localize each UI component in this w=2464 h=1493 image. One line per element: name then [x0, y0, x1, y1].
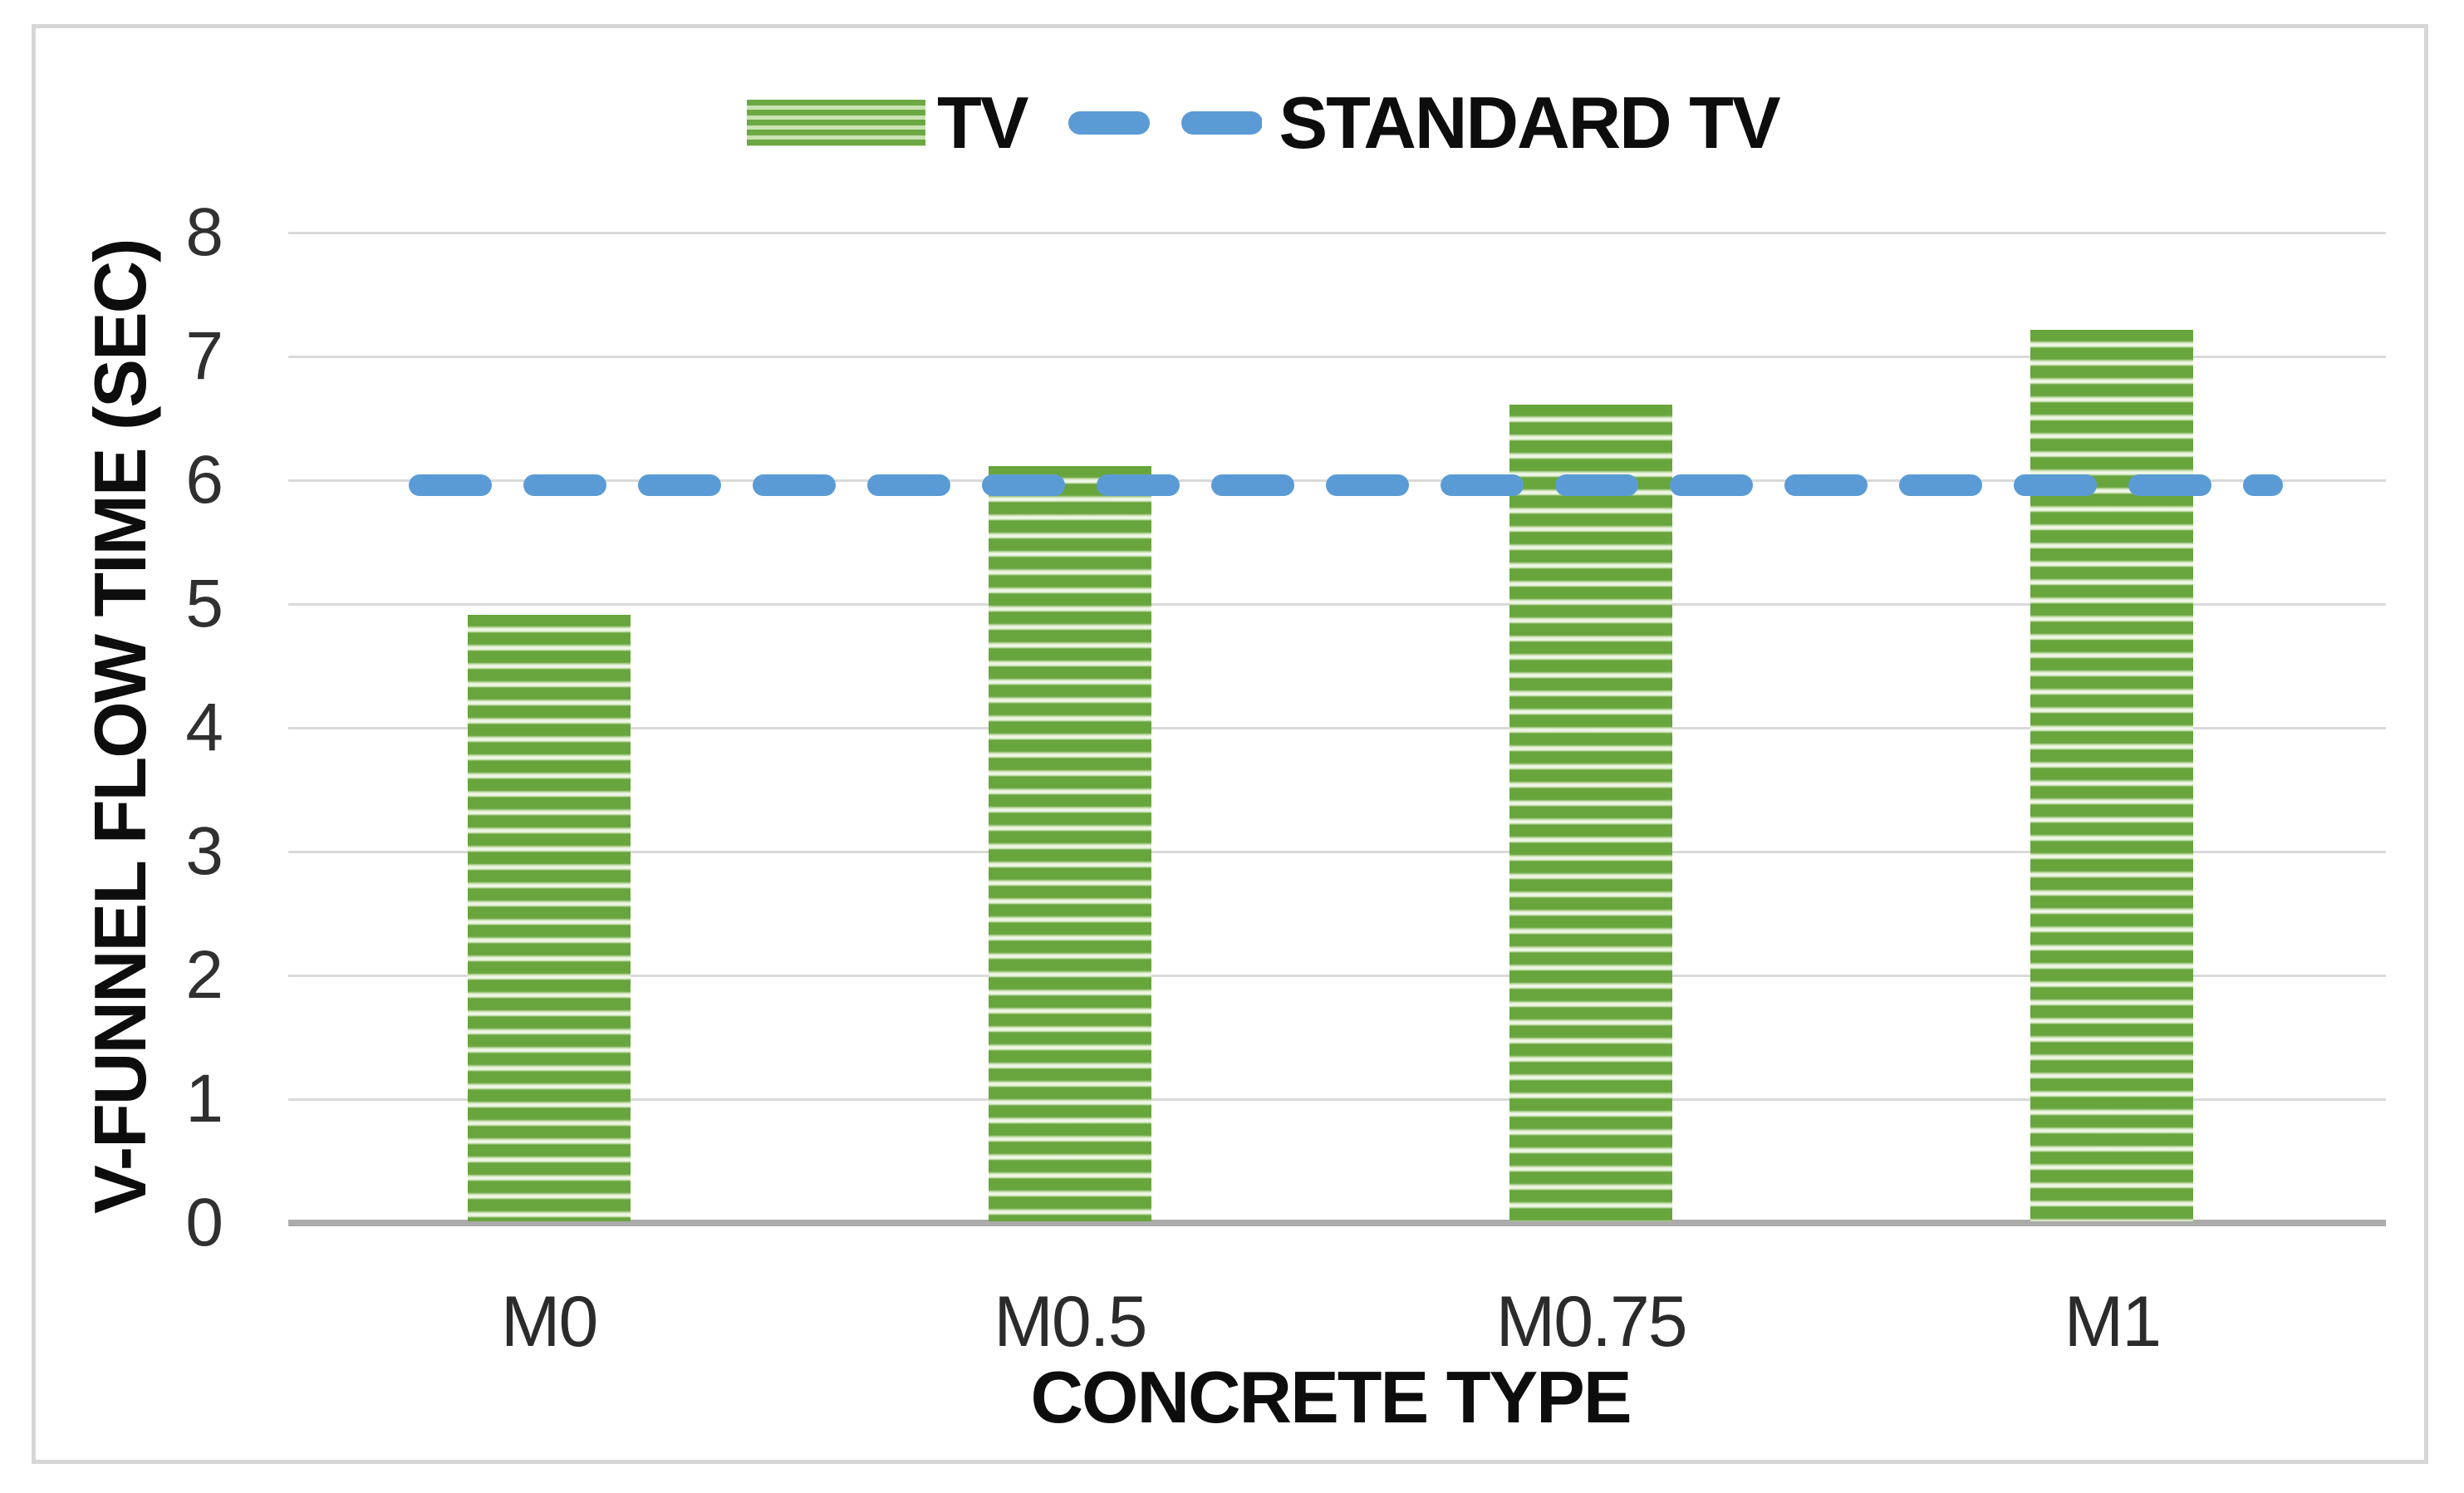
bar-m0.5 — [988, 466, 1151, 1221]
x-axis-line — [288, 1220, 2386, 1226]
legend-label-standard-tv: STANDARD TV — [1279, 81, 1780, 164]
y-tick-label-4: 4 — [185, 690, 223, 765]
x-category-label-m0: M0 — [500, 1282, 598, 1362]
legend-swatch-tv-icon — [746, 100, 925, 146]
gridline-y3 — [288, 851, 2386, 853]
legend: TV STANDARD TV — [746, 81, 1781, 164]
bar-m0 — [467, 614, 631, 1221]
y-tick-label-3: 3 — [185, 813, 223, 889]
chart-border — [32, 24, 2428, 1464]
x-category-label-m1: M1 — [2064, 1282, 2162, 1362]
y-tick-label-0: 0 — [185, 1185, 223, 1260]
gridline-y8 — [288, 232, 2386, 234]
y-axis-title: V-FUNNEL FLOW TIME (SEC) — [79, 239, 161, 1214]
gridline-y7 — [288, 356, 2386, 358]
gridline-y1 — [288, 1098, 2386, 1101]
bar-m0.75 — [1509, 404, 1673, 1221]
standard-tv-dashed-line — [409, 474, 2283, 496]
gridline-y5 — [288, 603, 2386, 606]
y-tick-label-7: 7 — [185, 318, 223, 394]
y-tick-label-8: 8 — [185, 194, 223, 270]
gridline-y4 — [288, 727, 2386, 729]
gridline-y2 — [288, 975, 2386, 977]
x-category-label-m0.5: M0.5 — [994, 1282, 1147, 1362]
y-tick-label-6: 6 — [185, 442, 223, 518]
y-tick-label-5: 5 — [185, 566, 223, 641]
x-axis-title: CONCRETE TYPE — [1030, 1356, 1632, 1438]
bar-m1 — [2030, 330, 2194, 1221]
legend-dash-icon — [1068, 111, 1263, 135]
x-category-label-m0.75: M0.75 — [1495, 1282, 1688, 1362]
y-tick-label-1: 1 — [185, 1061, 223, 1137]
y-tick-label-2: 2 — [185, 937, 223, 1013]
legend-label-tv: TV — [936, 81, 1028, 164]
